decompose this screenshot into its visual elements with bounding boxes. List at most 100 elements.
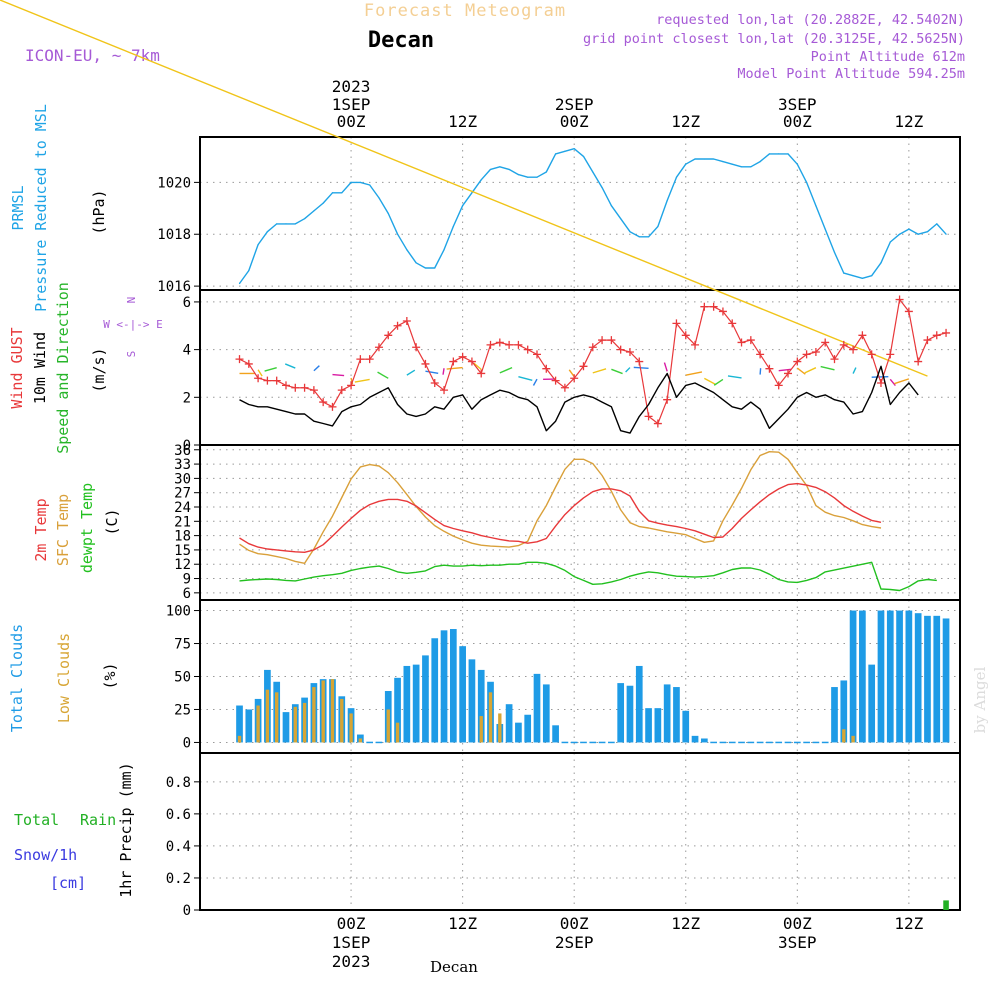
wind-direction-arrow — [499, 366, 513, 374]
gust-marker — [625, 348, 634, 356]
pressure-point — [248, 269, 250, 272]
pressure-point — [768, 153, 771, 155]
low-cloud-bar — [312, 687, 316, 743]
gust-marker — [337, 386, 346, 395]
low-cloud-bar — [237, 735, 242, 743]
gust-marker — [477, 369, 486, 378]
wind-direction-arrow — [778, 368, 792, 372]
wind-direction-arrow — [313, 365, 320, 372]
pressure-unit-label: (hPa) — [90, 189, 108, 234]
pressure-point — [629, 231, 631, 233]
gust-marker — [635, 357, 644, 366]
gust-side-label: Wind GUST — [8, 327, 26, 408]
panel-frame — [199, 752, 961, 911]
total-cloud-bar — [403, 665, 411, 743]
y-tick-label: 9 — [183, 572, 191, 588]
pressure-point — [843, 272, 845, 274]
gust-marker — [653, 419, 662, 428]
bottom-date-label: 1SEP — [332, 933, 371, 952]
pressure-point — [238, 282, 241, 285]
y-tick-label: 0 — [183, 735, 191, 751]
compass-north: N — [125, 297, 138, 304]
y-tick-label: 1018 — [157, 227, 191, 243]
gust-marker — [319, 398, 328, 407]
pressure-side-label: PRMSL — [9, 185, 27, 230]
pressure-point — [787, 153, 789, 155]
y-tick-label: 6 — [183, 295, 191, 311]
wind-direction-arrow — [568, 369, 575, 378]
footer-station: Decan — [430, 958, 478, 976]
bottom-time-label: 00Z — [560, 914, 589, 933]
top-date-label: 1SEP — [332, 95, 371, 114]
compass-axis: W <-|-> E — [103, 318, 163, 331]
gust-marker — [309, 386, 318, 395]
pressure-point — [759, 161, 761, 163]
pressure-point — [406, 249, 408, 251]
gust-marker — [839, 340, 848, 349]
low-cloud-bar — [321, 680, 325, 743]
wind-direction-arrow — [446, 366, 463, 370]
wind-direction-arrow — [284, 363, 296, 369]
gust-marker — [746, 336, 755, 345]
pressure-point — [703, 158, 705, 160]
total-cloud-bar — [440, 630, 448, 743]
temp2m-side-label: 2m Temp — [32, 498, 50, 561]
wind-direction-arrow — [425, 370, 439, 375]
gust-marker — [644, 412, 653, 421]
gust-marker — [402, 317, 411, 325]
wind-direction-arrow — [796, 367, 806, 375]
gust-marker — [932, 331, 941, 340]
point-altitude: Point Altitude 612m — [811, 49, 965, 65]
pressure-point — [369, 184, 371, 186]
gust-marker — [876, 379, 885, 387]
wind-direction-arrow — [625, 367, 631, 373]
pressure-point — [694, 158, 696, 160]
gust-marker — [467, 357, 476, 366]
wind-direction-arrow — [592, 368, 607, 374]
pressure-point — [545, 171, 547, 173]
gust-marker — [560, 383, 569, 392]
pressure-point — [824, 228, 826, 230]
precip-cm-label: [cm] — [50, 874, 86, 892]
wind-direction-arrow — [889, 378, 896, 387]
pressure-point — [517, 174, 520, 176]
gust-marker — [374, 343, 383, 352]
gust-marker — [616, 345, 625, 354]
dewpt-series-line — [239, 561, 937, 592]
pressure-point — [582, 155, 585, 158]
gust-marker — [244, 359, 253, 368]
low-cloud-bar — [386, 709, 390, 743]
pressure-point — [861, 277, 863, 279]
total-cloud-bar — [282, 712, 290, 743]
pressure-point — [778, 153, 780, 155]
pressure-point — [499, 166, 501, 168]
bottom-time-label: 12Z — [448, 914, 477, 933]
pressure-point — [257, 244, 259, 246]
y-tick-label: 75 — [174, 637, 191, 653]
panels: 1016101810200246691215182124273033360255… — [0, 0, 961, 971]
wind-direction-arrow — [685, 371, 703, 376]
low-cloud-bar — [275, 692, 279, 743]
gust-marker — [412, 343, 421, 352]
pressure-point — [852, 275, 854, 277]
pressure-point — [638, 236, 640, 238]
top-time-label: 12Z — [671, 112, 700, 131]
wind-direction-arrow — [332, 373, 345, 377]
total-cloud-bar — [533, 673, 541, 743]
low-cloud-bar — [851, 735, 855, 743]
pressure-point — [926, 231, 929, 233]
gust-marker — [904, 307, 913, 316]
wind-direction-arrow — [264, 366, 277, 372]
pressure-point — [908, 228, 910, 230]
top-time-label: 00Z — [560, 112, 589, 131]
bottom-date-label: 2SEP — [555, 933, 594, 952]
pressure-point — [471, 192, 473, 194]
precip-rain-label: Rain — [80, 811, 116, 829]
total-cloud-bar — [505, 704, 513, 743]
gust-marker — [756, 350, 765, 359]
pressure-point — [666, 199, 668, 202]
top-time-label: 12Z — [448, 112, 477, 131]
pressure-point — [341, 192, 343, 194]
low-cloud-bar — [349, 713, 353, 743]
y-tick-label: 2 — [183, 390, 191, 406]
